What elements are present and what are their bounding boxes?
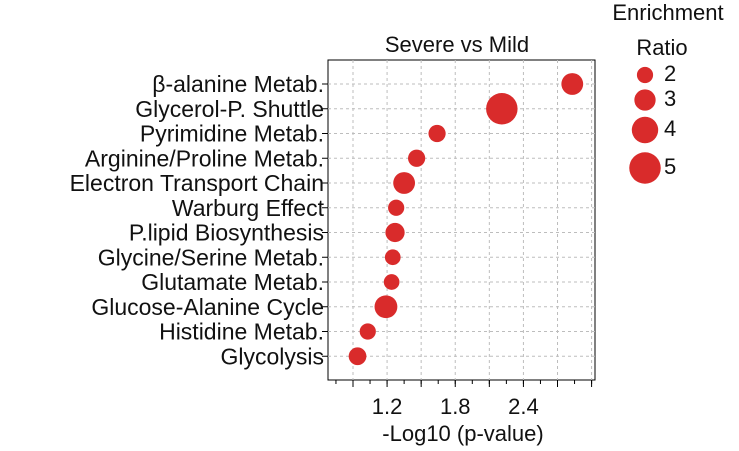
category-label: Warburg Effect (172, 195, 325, 221)
legend-label: 4 (664, 116, 676, 141)
legend-marker (636, 66, 654, 84)
x-axis-label: -Log10 (p-value) (382, 421, 543, 446)
category-label: Glutamate Metab. (141, 269, 324, 295)
category-label: Histidine Metab. (159, 319, 324, 345)
x-tick-label: 1.8 (440, 394, 471, 419)
data-point (428, 124, 446, 143)
axes: 1.2 1.8 2.4 β-alanine Metab.Glycerol-P. Shu… (70, 71, 593, 419)
chart-title: Severe vs Mild (385, 32, 529, 57)
legend-marker (634, 89, 656, 111)
legend-marker (629, 152, 661, 184)
category-label: β-alanine Metab. (152, 71, 324, 97)
data-point (486, 93, 518, 125)
x-tick-label: 1.2 (372, 394, 403, 419)
data-point (385, 222, 405, 243)
data-point (374, 295, 398, 319)
category-label: Glycerol-P. Shuttle (135, 96, 324, 122)
data-point (359, 323, 376, 340)
data-points (348, 73, 584, 366)
legend-title-line-1: Enrichment (612, 0, 723, 25)
legend-label: 3 (664, 86, 676, 111)
plot-area (327, 59, 596, 381)
data-point (388, 199, 405, 216)
category-label: Glucose-Alanine Cycle (91, 294, 324, 320)
legend-label: 2 (664, 61, 676, 86)
category-label: Glycolysis (220, 343, 324, 369)
data-point (384, 249, 401, 266)
category-label: Electron Transport Chain (70, 170, 324, 196)
data-point (393, 172, 416, 194)
data-point (383, 274, 400, 290)
grid-lines (328, 60, 595, 380)
legend: Enrichment Ratio 23 4 5 (612, 0, 724, 184)
category-label: Pyrimidine Metab. (140, 121, 324, 147)
data-point (348, 347, 367, 366)
data-point (561, 73, 584, 95)
category-label: Glycine/Serine Metab. (98, 244, 324, 270)
legend-marker (631, 116, 659, 144)
category-label: Arginine/Proline Metab. (85, 145, 324, 171)
legend-label: 5 (664, 154, 676, 179)
data-point (408, 149, 426, 167)
legend-title-line-2: Ratio (636, 35, 687, 60)
x-tick-label: 2.4 (508, 394, 539, 419)
category-label: P.lipid Biosynthesis (129, 220, 324, 246)
